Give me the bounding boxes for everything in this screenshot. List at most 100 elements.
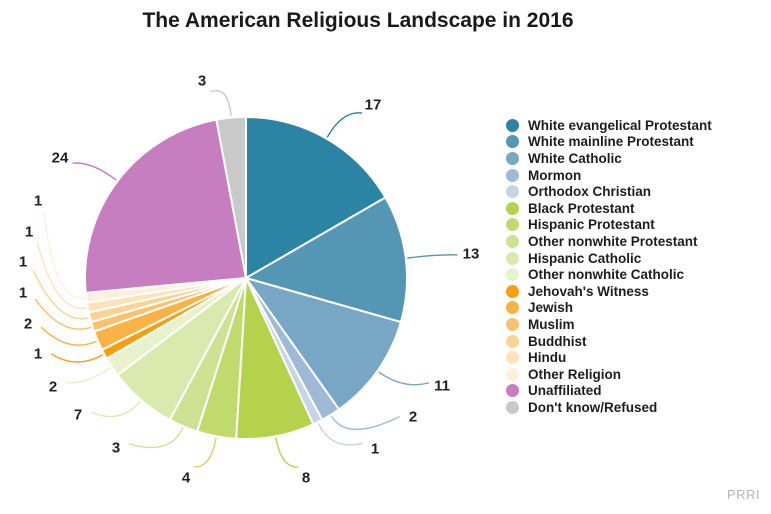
slice-value-label: 4 [182, 470, 191, 487]
callout-line [40, 326, 97, 346]
slice-value-label: 7 [74, 407, 82, 424]
slice-value-label: 3 [112, 440, 120, 457]
legend-label: Other nonwhite Catholic [528, 267, 685, 283]
callout-line [378, 371, 429, 386]
legend-label: Hispanic Protestant [528, 217, 655, 233]
callout-line [275, 437, 299, 468]
legend-item: Other nonwhite Protestant [506, 233, 768, 250]
callout-line [407, 254, 458, 259]
legend-color-dot [506, 351, 519, 365]
slice-value-label: 24 [52, 150, 69, 167]
callout-line [331, 415, 400, 430]
slice-value-label: 2 [409, 409, 417, 426]
slice-value-label: 1 [371, 441, 379, 458]
legend-color-dot [506, 151, 519, 165]
legend-label: White mainline Protestant [528, 134, 694, 150]
legend-item: Buddhist [506, 333, 768, 350]
legend-item: White mainline Protestant [506, 134, 768, 151]
callout-line [326, 112, 363, 138]
legend-label: Mormon [528, 167, 582, 183]
legend-color-dot [506, 185, 519, 199]
legend-item: Black Protestant [506, 200, 768, 217]
legend-color-dot [506, 384, 519, 398]
legend-item: Unaffiliated [506, 383, 768, 400]
slice-value-label: 8 [302, 470, 310, 487]
pie-slice [245, 196, 408, 324]
legend-label: Don't know/Refused [528, 399, 658, 415]
legend-item: White evangelical Protestant [506, 117, 768, 134]
legend-color-dot [506, 218, 519, 232]
legend-label: Buddhist [528, 333, 587, 349]
legend-item: Muslim [506, 316, 768, 333]
legend-item: Jewish [506, 300, 768, 317]
legend-label: Hindu [528, 350, 567, 366]
legend-color-dot [506, 168, 519, 182]
legend-color-dot [506, 135, 519, 149]
legend-label: Unaffiliated [528, 383, 602, 399]
legend-color-dot [506, 317, 519, 331]
legend-label: Other nonwhite Protestant [528, 233, 698, 249]
slice-value-label: 2 [49, 379, 57, 396]
slice-value-label: 1 [34, 346, 42, 363]
callout-line [32, 270, 89, 320]
source-label: PRRI [726, 487, 760, 502]
slice-value-label: 2 [24, 316, 32, 333]
slice-value-label: 1 [25, 224, 33, 241]
legend-label: Orthodox Christian [528, 184, 652, 200]
legend-item: White Catholic [506, 150, 768, 167]
callout-line [43, 212, 85, 299]
slice-value-label: 11 [434, 378, 450, 395]
legend-color-dot [506, 367, 519, 381]
callout-line [318, 423, 363, 446]
legend-label: Jewish [528, 300, 574, 316]
legend-color-dot [506, 268, 519, 282]
callout-line [65, 367, 111, 384]
pie-slice [84, 118, 247, 294]
slice-value-label: 1 [19, 285, 27, 302]
legend-label: White Catholic [528, 150, 622, 166]
legend-item: Jehovah's Witness [506, 283, 768, 300]
legend-label: Hispanic Catholic [528, 250, 642, 266]
callout-line [72, 162, 117, 181]
legend-color-dot [506, 234, 519, 248]
legend-color-dot [506, 251, 519, 265]
legend-label: Jehovah's Witness [528, 283, 649, 299]
legend-color-dot [506, 301, 519, 315]
legend-item: Don't know/Refused [506, 399, 768, 416]
legend-color-dot [506, 201, 519, 215]
callout-line [91, 401, 141, 418]
pie-slice [245, 116, 387, 279]
callout-line [51, 353, 104, 363]
legend-color-dot [506, 334, 519, 348]
legend-item: Hindu [506, 349, 768, 366]
slice-value-label: 13 [463, 246, 480, 263]
legend: White evangelical Protestant White mainli… [506, 117, 768, 416]
callout-line [210, 90, 232, 117]
callout-line [34, 298, 92, 330]
legend-color-dot [506, 284, 519, 298]
legend-label: Black Protestant [528, 200, 635, 216]
slice-value-label: 17 [365, 97, 382, 114]
legend-color-dot [506, 118, 519, 132]
slice-value-label: 1 [34, 193, 42, 210]
legend-item: Orthodox Christian [506, 183, 768, 200]
pie-slice [215, 115, 247, 279]
callout-line [193, 437, 217, 468]
slice-value-label: 1 [19, 254, 27, 271]
legend-label: White evangelical Protestant [528, 117, 712, 133]
legend-item: Mormon [506, 167, 768, 184]
legend-item: Hispanic Catholic [506, 250, 768, 267]
callout-line [36, 242, 87, 310]
callout-line [128, 427, 184, 449]
legend-color-dot [506, 400, 519, 414]
legend-label: Other Religion [528, 366, 622, 382]
pie-slice [245, 277, 402, 411]
chart-title: The American Religious Landscape in 2016 [142, 9, 574, 32]
legend-item: Other nonwhite Catholic [506, 266, 768, 283]
slice-value-label: 3 [198, 73, 206, 90]
legend-label: Muslim [528, 316, 575, 332]
legend-item: Hispanic Protestant [506, 217, 768, 234]
legend-item: Other Religion [506, 366, 768, 383]
